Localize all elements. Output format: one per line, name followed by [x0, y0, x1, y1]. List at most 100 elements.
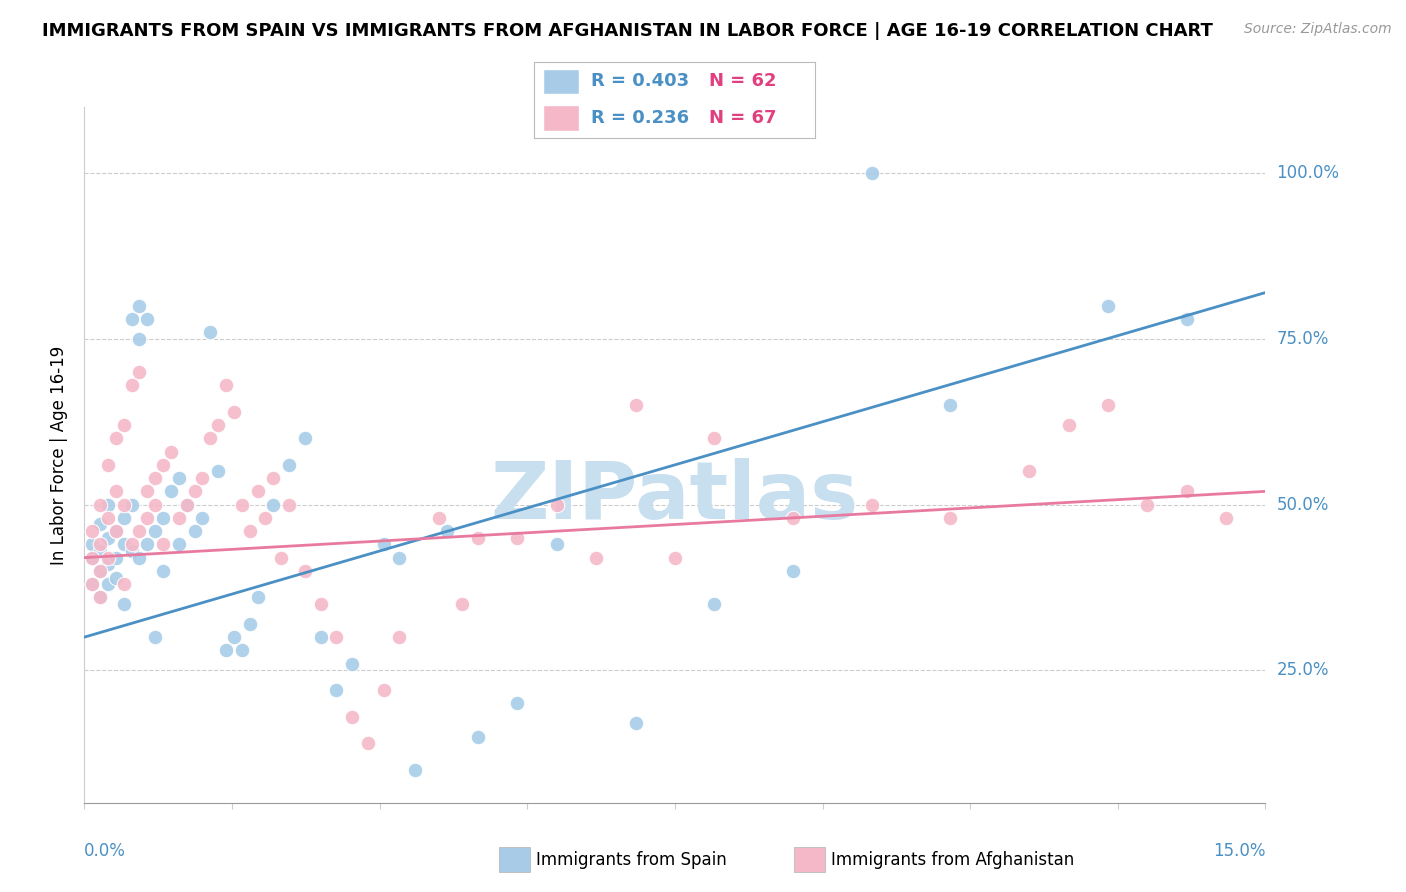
Point: [128, 299, 150, 313]
Point: [231, 643, 253, 657]
Point: [294, 564, 316, 578]
Point: [1215, 511, 1237, 525]
Point: [104, 431, 127, 445]
Point: [1097, 299, 1119, 313]
Text: 0.0%: 0.0%: [84, 842, 127, 860]
Point: [506, 531, 529, 545]
Point: [546, 537, 568, 551]
Point: [121, 378, 143, 392]
Point: [121, 312, 143, 326]
Point: [152, 564, 174, 578]
Point: [325, 630, 347, 644]
Text: 50.0%: 50.0%: [1277, 496, 1329, 514]
Text: 25.0%: 25.0%: [1277, 661, 1329, 680]
Point: [128, 365, 150, 379]
Point: [97, 550, 120, 565]
Point: [160, 484, 183, 499]
Point: [82, 550, 104, 565]
Point: [191, 471, 214, 485]
Text: 100.0%: 100.0%: [1277, 164, 1340, 182]
Point: [82, 537, 104, 551]
Point: [239, 524, 262, 538]
Point: [89, 564, 111, 578]
Point: [112, 418, 135, 433]
Point: [231, 498, 253, 512]
Point: [97, 577, 120, 591]
Point: [152, 458, 174, 472]
Point: [183, 484, 205, 499]
Point: [436, 524, 458, 538]
Point: [89, 591, 111, 605]
Point: [82, 577, 104, 591]
Point: [97, 511, 120, 525]
Point: [222, 405, 245, 419]
Point: [222, 630, 245, 644]
Point: [97, 498, 120, 512]
Point: [1097, 398, 1119, 412]
Point: [207, 465, 229, 479]
Point: [97, 458, 120, 472]
Point: [143, 524, 166, 538]
Point: [246, 591, 269, 605]
Point: [309, 630, 332, 644]
Point: [325, 683, 347, 698]
Point: [112, 511, 135, 525]
Point: [183, 524, 205, 538]
Point: [585, 550, 607, 565]
Point: [246, 484, 269, 499]
Point: [82, 577, 104, 591]
Point: [860, 166, 883, 180]
Point: [128, 524, 150, 538]
Point: [467, 730, 489, 744]
Point: [167, 537, 190, 551]
Point: [176, 498, 198, 512]
Point: [357, 736, 380, 750]
Y-axis label: In Labor Force | Age 16-19: In Labor Force | Age 16-19: [51, 345, 69, 565]
Point: [104, 484, 127, 499]
Point: [239, 616, 262, 631]
Point: [262, 498, 284, 512]
Point: [388, 550, 411, 565]
Point: [89, 537, 111, 551]
Point: [89, 591, 111, 605]
Point: [939, 511, 962, 525]
Point: [104, 524, 127, 538]
Text: IMMIGRANTS FROM SPAIN VS IMMIGRANTS FROM AFGHANISTAN IN LABOR FORCE | AGE 16-19 : IMMIGRANTS FROM SPAIN VS IMMIGRANTS FROM…: [42, 22, 1213, 40]
Point: [97, 531, 120, 545]
Point: [404, 763, 426, 777]
Point: [427, 511, 450, 525]
Point: [200, 431, 222, 445]
Point: [136, 484, 159, 499]
Point: [309, 597, 332, 611]
Point: [160, 444, 183, 458]
Point: [112, 537, 135, 551]
Point: [104, 524, 127, 538]
Bar: [543, 105, 579, 130]
Point: [207, 418, 229, 433]
Point: [89, 517, 111, 532]
Point: [1018, 465, 1040, 479]
Text: 75.0%: 75.0%: [1277, 330, 1329, 348]
Text: ZIPatlas: ZIPatlas: [491, 458, 859, 536]
Point: [89, 564, 111, 578]
Point: [373, 683, 395, 698]
Point: [939, 398, 962, 412]
Point: [703, 431, 725, 445]
Point: [664, 550, 686, 565]
Point: [1175, 484, 1198, 499]
Point: [167, 511, 190, 525]
Point: [112, 577, 135, 591]
Point: [270, 550, 292, 565]
Point: [1136, 498, 1159, 512]
Point: [112, 597, 135, 611]
Point: [373, 537, 395, 551]
Point: [782, 511, 804, 525]
Bar: [543, 69, 579, 95]
Text: N = 62: N = 62: [709, 72, 776, 90]
Point: [1057, 418, 1080, 433]
Point: [215, 643, 238, 657]
Point: [121, 544, 143, 558]
Point: [451, 597, 474, 611]
Point: [104, 550, 127, 565]
Point: [136, 511, 159, 525]
